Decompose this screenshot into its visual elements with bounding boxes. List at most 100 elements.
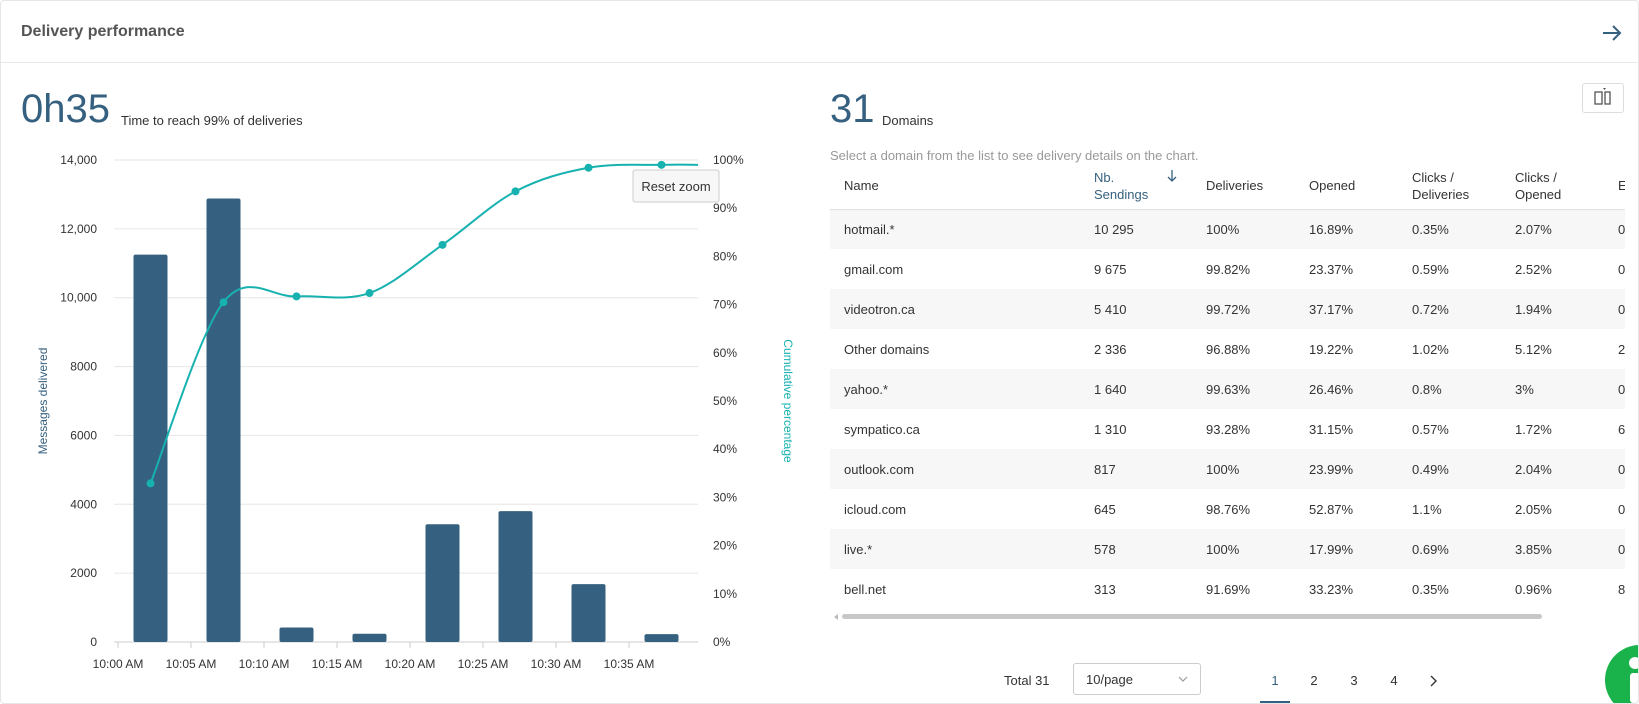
- sort-arrow-down-icon[interactable]: [1166, 169, 1178, 183]
- column-header-1[interactable]: Nb. Sendings: [1080, 163, 1192, 210]
- x-tick-label: 10:00 AM: [93, 657, 144, 671]
- table-horizontal-scrollbar[interactable]: [832, 612, 1622, 620]
- cell-extra: 2: [1618, 341, 1625, 357]
- cell-clicks-deliveries: 0.8%: [1398, 369, 1501, 409]
- bar-10:27[interactable]: [498, 511, 533, 642]
- column-header-2[interactable]: Deliveries: [1192, 163, 1295, 210]
- bar-10:07[interactable]: [206, 198, 241, 642]
- cell-clicks-opened: 2.05%: [1515, 501, 1552, 517]
- cell-opened: 17.99%: [1295, 529, 1398, 569]
- cell-clicks-opened: 3.85%: [1501, 529, 1604, 569]
- y-left-axis-title: Messages delivered: [36, 348, 50, 455]
- reset-zoom-button[interactable]: Reset zoom: [632, 169, 720, 203]
- cumulative-point-10:02[interactable]: [146, 479, 155, 488]
- table-row[interactable]: hotmail.* 10 295 100% 16.89% 0.35% 2.07% 0: [830, 209, 1625, 249]
- column-header-6[interactable]: E: [1604, 163, 1625, 210]
- cell-deliveries: 99.72%: [1192, 289, 1295, 329]
- table-row[interactable]: gmail.com 9 675 99.82% 23.37% 0.59% 2.52% 0: [830, 249, 1625, 289]
- y-right-tick-label: 100%: [713, 153, 744, 167]
- cumulative-point-10:07[interactable]: [219, 298, 228, 307]
- cumulative-point-10:32[interactable]: [584, 163, 593, 172]
- cell-opened: 52.87%: [1309, 501, 1354, 517]
- table-row[interactable]: live.* 578 100% 17.99% 0.69% 3.85% 0: [830, 529, 1625, 569]
- page-2-button[interactable]: 2: [1310, 673, 1318, 688]
- cell-opened: 31.15%: [1309, 421, 1354, 437]
- column-header-label: E: [1618, 177, 1625, 194]
- column-header-4[interactable]: Clicks / Deliveries: [1398, 163, 1501, 210]
- table-row[interactable]: outlook.com 817 100% 23.99% 0.49% 2.04% 0: [830, 449, 1625, 489]
- x-tick-label: 10:20 AM: [385, 657, 436, 671]
- y-right-tick-label: 60%: [713, 346, 737, 360]
- cell-extra: 8: [1618, 581, 1625, 597]
- bar-10:37[interactable]: [644, 634, 679, 642]
- column-header-3[interactable]: Opened: [1295, 163, 1398, 210]
- table-row[interactable]: icloud.com 645 98.76% 52.87% 1.1% 2.05% 0: [830, 489, 1625, 529]
- cell-domain-name: gmail.com: [844, 261, 904, 277]
- y-left-tick-label: 10,000: [60, 291, 97, 305]
- x-tick-label: 10:25 AM: [458, 657, 509, 671]
- scroll-left-icon[interactable]: [832, 613, 840, 621]
- pagination-total: Total 31: [1004, 673, 1050, 688]
- column-header-label: Clicks / Opened: [1515, 169, 1562, 202]
- help-button[interactable]: [1605, 645, 1638, 703]
- y-right-tick-label: 70%: [713, 298, 737, 312]
- bar-10:22[interactable]: [425, 524, 460, 642]
- cell-sendings: 1 310: [1094, 421, 1127, 437]
- y-right-tick-label: 90%: [713, 201, 737, 215]
- page-1-button[interactable]: 1: [1260, 673, 1290, 703]
- page-3-button[interactable]: 3: [1350, 673, 1358, 688]
- x-tick-label: 10:10 AM: [239, 657, 290, 671]
- page-4-button[interactable]: 4: [1390, 673, 1398, 688]
- cell-domain-name: icloud.com: [844, 501, 907, 517]
- y-right-axis-title: Cumulative percentage: [781, 339, 795, 463]
- y-right-tick-label: 20%: [713, 539, 737, 553]
- table-row[interactable]: sympatico.ca 1 310 93.28% 31.15% 0.57% 1.72% 6: [830, 409, 1625, 449]
- column-header-label: Name: [844, 178, 879, 194]
- delivery-chart-svg: 0 2000 4000 6000 8000 10,000 12,000 14,000 0% 10%…: [36, 153, 795, 671]
- cell-extra: 0: [1604, 449, 1625, 489]
- bar-10:32[interactable]: [571, 584, 606, 642]
- reset-zoom-box[interactable]: [632, 169, 720, 203]
- cumulative-point-10:37[interactable]: [657, 160, 666, 169]
- cell-clicks-deliveries: 0.49%: [1398, 449, 1501, 489]
- table-body: hotmail.* 10 295 100% 16.89% 0.35% 2.07% 0 gmai…: [830, 209, 1625, 609]
- column-header-label: Opened: [1309, 178, 1356, 194]
- cell-clicks-opened: 5.12%: [1515, 341, 1552, 357]
- cumulative-point-10:12[interactable]: [292, 292, 301, 301]
- cell-extra: 0: [1604, 289, 1625, 329]
- column-header-label: Deliveries: [1206, 178, 1264, 194]
- cell-clicks-deliveries: 0.57%: [1412, 421, 1449, 437]
- cell-domain-name: outlook.com: [830, 449, 1080, 489]
- column-toggle-button[interactable]: [1582, 83, 1624, 113]
- y-left-tick-label: 14,000: [60, 153, 97, 167]
- table-row[interactable]: bell.net 313 91.69% 33.23% 0.35% 0.96% 8: [830, 569, 1625, 609]
- y-left-tick-label: 8000: [70, 360, 97, 374]
- cell-domain-name: hotmail.*: [830, 209, 1080, 249]
- cell-deliveries: 100%: [1192, 449, 1295, 489]
- cell-clicks-opened: 2.52%: [1515, 261, 1552, 277]
- arrow-right-icon[interactable]: [1601, 23, 1623, 43]
- cumulative-point-10:17[interactable]: [365, 289, 374, 298]
- column-header-5[interactable]: Clicks / Opened: [1501, 163, 1604, 210]
- bar-10:17[interactable]: [352, 633, 387, 642]
- y-left-tick-label: 4000: [70, 497, 97, 511]
- x-tick-label: 10:30 AM: [531, 657, 582, 671]
- bar-10:12[interactable]: [279, 627, 314, 642]
- table-row[interactable]: Other domains 2 336 96.88% 19.22% 1.02% 5.12%…: [830, 329, 1625, 369]
- table-row[interactable]: yahoo.* 1 640 99.63% 26.46% 0.8% 3% 0: [830, 369, 1625, 409]
- cell-sendings: 313: [1094, 581, 1116, 597]
- cumulative-point-10:22[interactable]: [438, 240, 447, 249]
- cumulative-point-10:27[interactable]: [511, 187, 520, 196]
- bar-10:02[interactable]: [133, 254, 168, 642]
- cell-opened: 37.17%: [1295, 289, 1398, 329]
- page-size-select[interactable]: 10/page: [1073, 663, 1201, 695]
- cell-deliveries: 100%: [1192, 209, 1295, 249]
- reset-zoom-label: Reset zoom: [641, 179, 710, 194]
- chevron-right-icon[interactable]: [1424, 671, 1444, 691]
- scroll-thumb[interactable]: [842, 614, 1542, 619]
- cell-domain-name: bell.net: [844, 581, 886, 597]
- column-header-0[interactable]: Name: [830, 163, 1080, 210]
- table-row[interactable]: videotron.ca 5 410 99.72% 37.17% 0.72% 1.94% 0: [830, 289, 1625, 329]
- y-left-tick-label: 12,000: [60, 222, 97, 236]
- y-right-tick-label: 30%: [713, 490, 737, 504]
